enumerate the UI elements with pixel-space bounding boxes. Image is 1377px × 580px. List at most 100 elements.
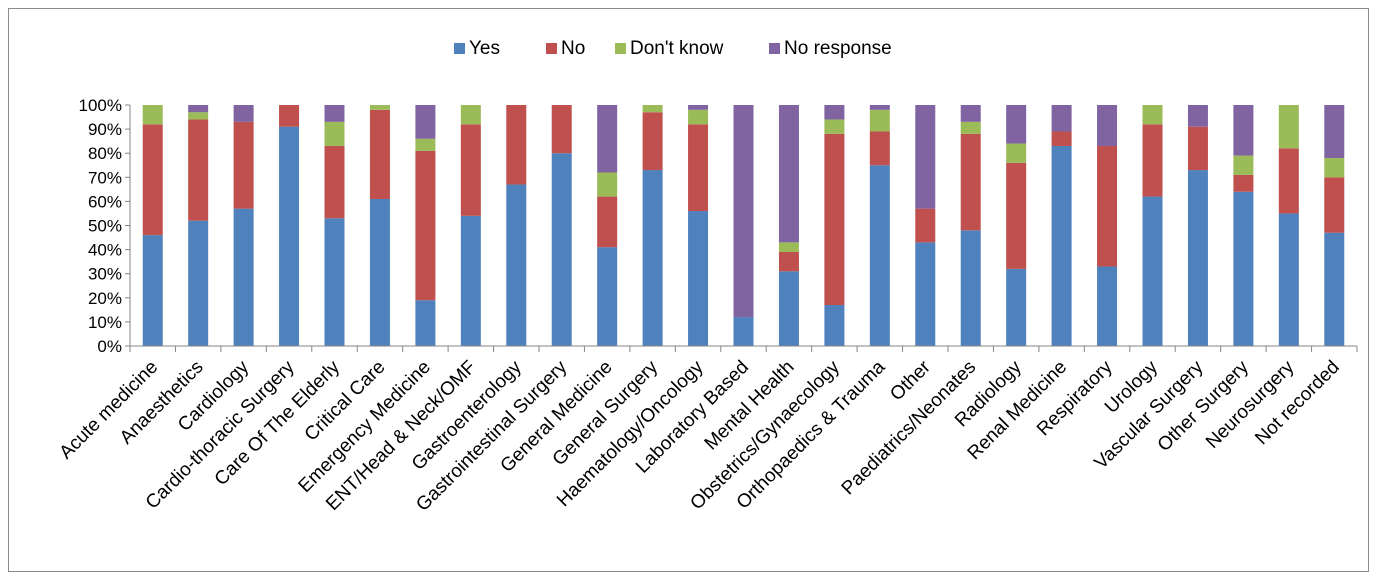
legend-label-no: No — [561, 38, 585, 59]
bar-segment-no-paediatrics-neonates — [960, 133, 981, 231]
bar-segment-don-t-know-obstetrics-gynaecology — [824, 119, 845, 134]
bar-segment-no-response-other-surgery — [1233, 105, 1254, 156]
bar-segment-no-anaesthetics — [188, 119, 209, 221]
bar-segment-no-obstetrics-gynaecology — [824, 133, 845, 306]
bar-segment-yes-radiology — [1006, 268, 1027, 346]
bar-segment-no-gastroenterology — [506, 105, 527, 185]
y-tick-label: 0% — [97, 337, 122, 356]
legend-swatch-don-t-know — [615, 43, 626, 54]
bar-segment-don-t-know-other-surgery — [1233, 155, 1254, 175]
chart-frame: Yes No Don't know No response 0% 10% 20% 30% 40… — [8, 8, 1369, 572]
bar-segment-yes-general-surgery — [642, 170, 663, 346]
bar-segment-don-t-know-ent-head-neck-omf — [460, 105, 481, 125]
bars — [142, 105, 1345, 346]
bar-segment-no-response-radiology — [1006, 105, 1027, 144]
bar-segment-no-cardiology — [233, 121, 254, 209]
bar-segment-no-general-medicine — [597, 196, 618, 248]
bar-segment-yes-not-recorded — [1324, 232, 1345, 346]
bar-segment-no-response-general-medicine — [597, 105, 618, 173]
legend-label-yes: Yes — [469, 38, 500, 59]
bar-segment-yes-ent-head-neck-omf — [460, 215, 481, 346]
bar-segment-don-t-know-emergency-medicine — [415, 138, 436, 151]
bar-segment-no-care-of-the-elderly — [324, 145, 345, 219]
bar-segment-yes-paediatrics-neonates — [960, 230, 981, 346]
bar-segment-don-t-know-mental-health — [778, 242, 799, 253]
bar-segment-no-other-surgery — [1233, 174, 1254, 192]
bar-segment-no-response-mental-health — [778, 105, 799, 243]
bar-segment-don-t-know-neurosurgery — [1278, 105, 1299, 149]
bar-segment-no-response-renal-medicine — [1051, 105, 1072, 132]
bar-segment-no-orthopaedics-trauma — [869, 131, 890, 166]
bar-segment-don-t-know-not-recorded — [1324, 158, 1345, 178]
bar-segment-no-cardio-thoracic-surgery — [279, 105, 300, 127]
bar-segment-no-renal-medicine — [1051, 131, 1072, 146]
bar-segment-no-other — [915, 208, 936, 243]
bar-segment-yes-renal-medicine — [1051, 145, 1072, 346]
bar-segment-don-t-know-general-medicine — [597, 172, 618, 197]
bar-segment-no-critical-care — [369, 109, 390, 199]
bar-segment-no-response-other — [915, 105, 936, 209]
bar-segment-yes-haematology-oncology — [688, 211, 709, 346]
bar-segment-no-urology — [1142, 124, 1163, 197]
bar-segment-no-respiratory — [1097, 145, 1118, 267]
bar-segment-yes-other-surgery — [1233, 191, 1254, 346]
y-tick-label: 10% — [88, 313, 122, 332]
bar-segment-don-t-know-care-of-the-elderly — [324, 121, 345, 146]
y-tick-label: 100% — [79, 96, 122, 115]
bar-segment-yes-anaesthetics — [188, 220, 209, 346]
bar-segment-no-mental-health — [778, 252, 799, 272]
legend: Yes No Don't know No response — [454, 38, 892, 59]
bar-segment-no-not-recorded — [1324, 177, 1345, 233]
bar-segment-yes-critical-care — [369, 198, 390, 346]
bar-segment-yes-orthopaedics-trauma — [869, 165, 890, 346]
bar-segment-no-response-anaesthetics — [188, 105, 209, 113]
y-axis: 0% 10% 20% 30% 40% 50% 60% 70% 80% 90% 100% — [79, 96, 131, 356]
bar-segment-yes-general-medicine — [597, 247, 618, 346]
y-tick-label: 20% — [88, 289, 122, 308]
bar-segment-don-t-know-urology — [1142, 105, 1163, 125]
y-tick-label: 40% — [88, 241, 122, 260]
bar-segment-no-response-orthopaedics-trauma — [869, 105, 890, 110]
bar-segment-no-response-care-of-the-elderly — [324, 105, 345, 122]
bar-segment-yes-emergency-medicine — [415, 300, 436, 346]
bar-segment-don-t-know-anaesthetics — [188, 112, 209, 120]
bar-segment-no-response-vascular-surgery — [1187, 105, 1208, 127]
bar-segment-yes-mental-health — [778, 271, 799, 346]
bar-segment-no-gastrointestinal-surgery — [551, 105, 572, 154]
bar-segment-yes-cardio-thoracic-surgery — [279, 126, 300, 346]
bar-segment-yes-urology — [1142, 196, 1163, 346]
bar-segment-no-ent-head-neck-omf — [460, 124, 481, 216]
bar-segment-don-t-know-acute-medicine — [142, 105, 163, 125]
bar-segment-no-response-emergency-medicine — [415, 105, 436, 139]
bar-segment-yes-laboratory-based — [733, 317, 754, 346]
y-tick-label: 30% — [88, 265, 122, 284]
bar-segment-no-response-laboratory-based — [733, 105, 754, 318]
bar-segment-don-t-know-critical-care — [369, 105, 390, 110]
bar-segment-yes-care-of-the-elderly — [324, 218, 345, 346]
bar-segment-yes-neurosurgery — [1278, 213, 1299, 346]
bar-segment-yes-cardiology — [233, 208, 254, 346]
bar-segment-yes-gastrointestinal-surgery — [551, 153, 572, 346]
bar-segment-yes-other — [915, 242, 936, 346]
bar-segment-yes-gastroenterology — [506, 184, 527, 346]
bar-segment-no-acute-medicine — [142, 124, 163, 236]
y-tick-label: 70% — [88, 168, 122, 187]
bar-segment-no-response-respiratory — [1097, 105, 1118, 146]
y-tick-label: 80% — [88, 144, 122, 163]
bar-segment-no-emergency-medicine — [415, 150, 436, 301]
legend-label-no-response: No response — [784, 38, 892, 59]
bar-segment-no-radiology — [1006, 162, 1027, 269]
bar-segment-don-t-know-radiology — [1006, 143, 1027, 163]
bar-segment-don-t-know-haematology-oncology — [688, 109, 709, 125]
bar-segment-yes-vascular-surgery — [1187, 170, 1208, 346]
legend-label-don-t-know: Don't know — [630, 38, 724, 59]
bar-segment-no-response-obstetrics-gynaecology — [824, 105, 845, 120]
bar-segment-no-haematology-oncology — [688, 124, 709, 212]
bar-segment-yes-acute-medicine — [142, 235, 163, 346]
bar-segment-don-t-know-general-surgery — [642, 105, 663, 113]
bar-segment-no-general-surgery — [642, 112, 663, 171]
x-axis: Acute medicineAnaestheticsCardiologyCard… — [56, 345, 1358, 516]
bar-segment-no-vascular-surgery — [1187, 126, 1208, 171]
bar-segment-yes-respiratory — [1097, 266, 1118, 346]
legend-swatch-no-response — [769, 43, 780, 54]
